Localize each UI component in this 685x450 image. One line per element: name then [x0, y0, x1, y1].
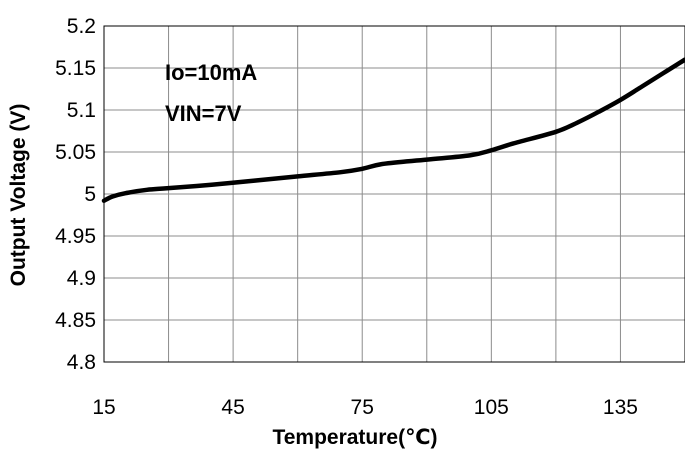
y-tick-label: 5.2	[67, 15, 96, 38]
annotation-vin: VIN=7V	[165, 101, 242, 126]
y-tick-label: 4.9	[67, 267, 96, 290]
y-tick-label: 5.1	[67, 99, 96, 122]
x-tick-label: 75	[351, 396, 374, 419]
y-tick-label: 4.85	[55, 309, 96, 332]
x-tick-label: 135	[603, 396, 638, 419]
grid-lines	[103, 25, 685, 363]
x-tick-label: 45	[221, 396, 244, 419]
x-axis-title: Temperature(℃)	[272, 426, 437, 449]
y-axis-title: Output Voltage (V)	[7, 104, 30, 287]
plot-area-frame	[103, 25, 685, 363]
x-tick-label: 105	[474, 396, 509, 419]
y-tick-label: 4.95	[55, 225, 96, 248]
x-tick-label: 15	[92, 396, 115, 419]
annotation-io: Io=10mA	[165, 60, 257, 85]
y-tick-label: 5	[84, 183, 96, 206]
series-line-output-voltage	[101, 57, 685, 203]
y-tick-label: 5.05	[55, 141, 96, 164]
y-tick-label: 4.8	[67, 351, 96, 374]
y-tick-label: 5.15	[55, 57, 96, 80]
axis-ticks: 5.2 5.15 5.1 5.05 5 4.95 4.9 4.85 4.8 15 45 75 105 13…	[55, 15, 638, 419]
